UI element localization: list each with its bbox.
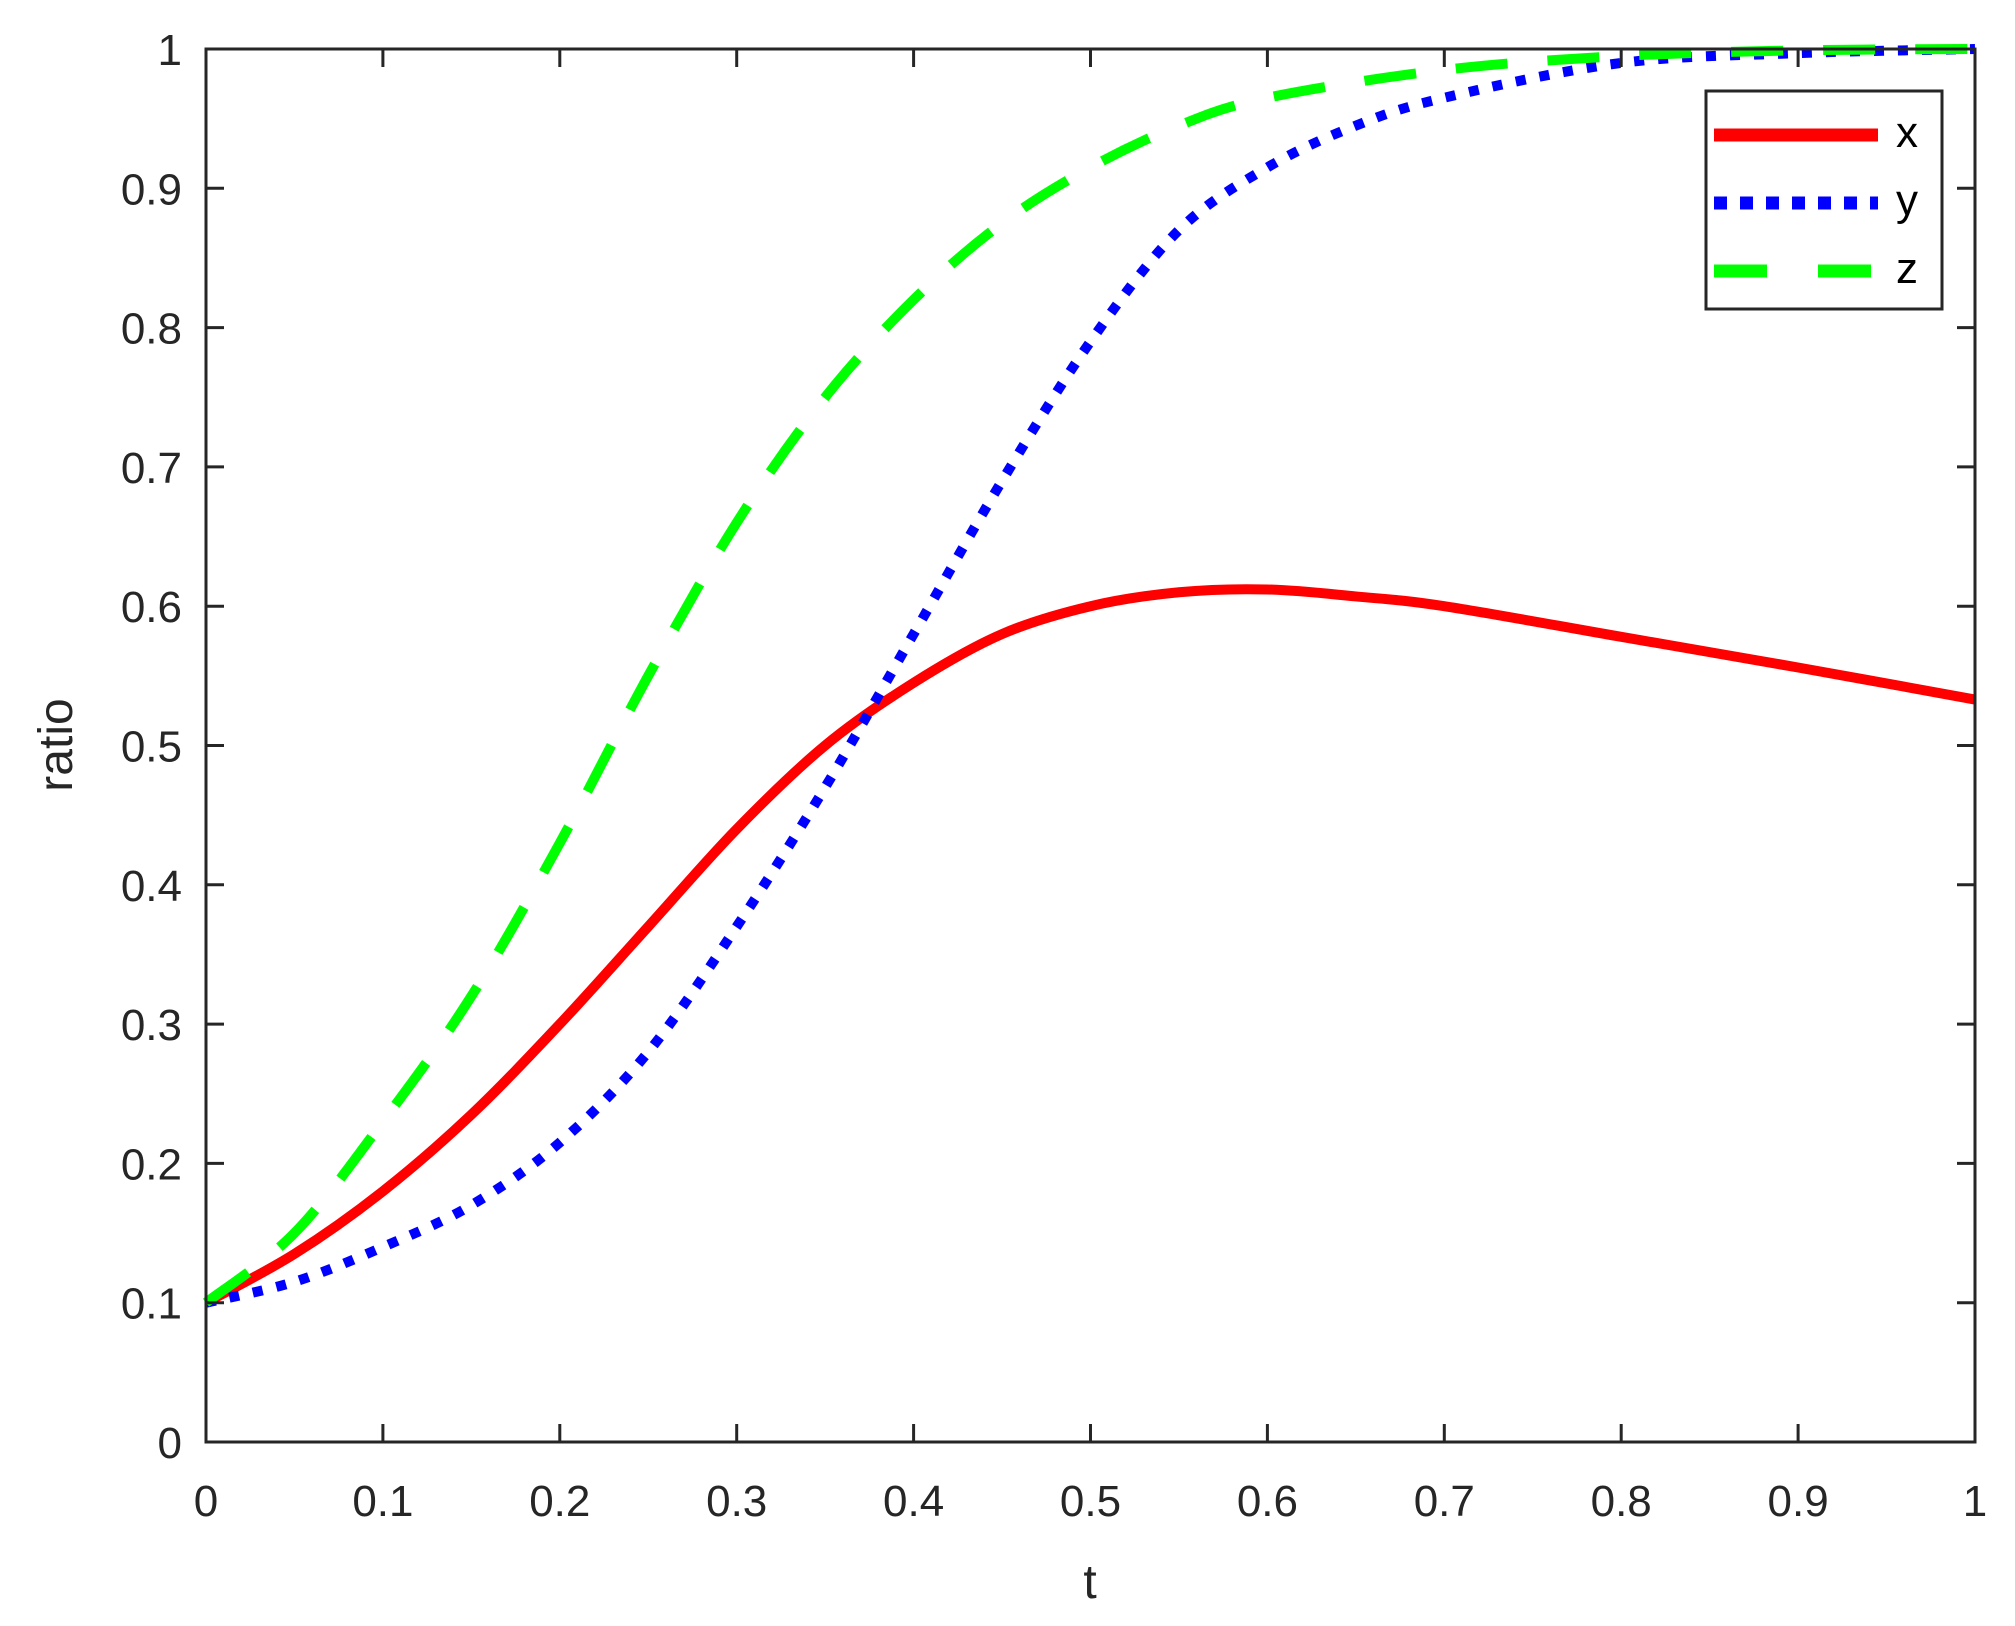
x-tick-label: 0.8 [1591,1477,1652,1526]
legend: xyz [1704,89,1944,311]
legend-entries: xyz [1714,108,1918,293]
x-tick-label: 0.7 [1414,1477,1475,1526]
x-tick-label: 0.4 [883,1477,944,1526]
legend-label-y: y [1896,176,1918,225]
y-tick-label: 1 [158,26,182,75]
y-tick-label: 0.5 [121,723,182,772]
x-axis-label: t [1083,1556,1096,1609]
series-layer [202,44,1976,1308]
series-line-z [202,44,1976,1307]
y-tick-label: 0.6 [121,583,182,632]
y-tick-label: 0.2 [121,1140,182,1189]
y-tick-label: 0.4 [121,862,182,911]
y-tick-label: 0 [158,1419,182,1468]
x-tick-label: 1 [1963,1477,1987,1526]
x-tick-label: 0.3 [706,1477,767,1526]
y-tick-label: 0.8 [121,305,182,354]
series-line-y [204,44,1976,1308]
x-axis-tick-labels: 0 0.1 0.2 0.3 0.4 0.5 0.6 0.7 0.8 0.9 1 [194,1477,1987,1526]
y-tick-label: 0.3 [121,1001,182,1050]
x-tick-label: 0.5 [1060,1477,1121,1526]
legend-label-z: z [1896,244,1918,293]
y-tick-label: 0.7 [121,444,182,493]
y-axis-label: ratio [30,698,83,791]
x-tick-label: 0.1 [352,1477,413,1526]
y-axis-tick-labels: 0 0.1 0.2 0.3 0.4 0.5 0.6 0.7 0.8 0.9 1 [121,26,182,1468]
axis-ticks [204,47,1977,1444]
legend-label-x: x [1896,108,1918,157]
x-tick-label: 0.2 [529,1477,590,1526]
y-tick-label: 0.1 [121,1280,182,1329]
x-tick-label: 0.9 [1768,1477,1829,1526]
y-tick-label: 0.9 [121,165,182,214]
x-tick-label: 0.6 [1237,1477,1298,1526]
x-tick-label: 0 [194,1477,218,1526]
series-line-x [203,584,1976,1308]
